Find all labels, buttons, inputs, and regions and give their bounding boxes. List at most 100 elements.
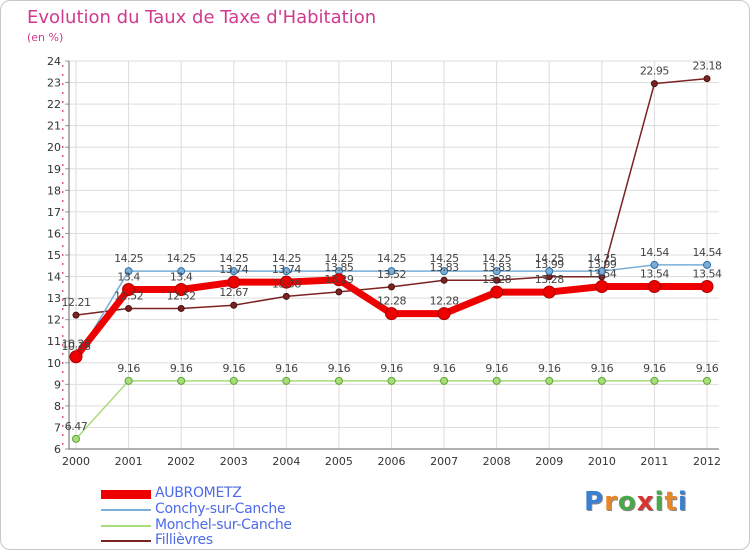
- data-label-aubrometz: 13.28: [535, 273, 564, 286]
- data-point-conchy: [545, 267, 554, 276]
- x-tick-label: 2012: [693, 455, 721, 468]
- data-point-fillievres: [493, 276, 501, 284]
- y-axis-dot: [62, 308, 64, 310]
- data-label-conchy: 14.25: [482, 252, 511, 265]
- y-axis-dot: [62, 317, 64, 319]
- y-axis-dot: [62, 209, 64, 211]
- data-label-monchel: 9.16: [117, 362, 140, 375]
- data-label-monchel: 9.16: [433, 362, 456, 375]
- y-axis-dot: [62, 443, 64, 445]
- y-axis-dot: [62, 434, 64, 436]
- data-point-aubrometz: [542, 285, 556, 299]
- y-tick-label: 24: [47, 55, 61, 68]
- data-label-conchy: 14.54: [640, 246, 669, 259]
- data-point-fillievres: [650, 80, 658, 88]
- logo-letter: r: [604, 487, 618, 517]
- legend-swatch-fillievres: [101, 540, 151, 542]
- data-label-aubrometz: 13.74: [272, 263, 301, 276]
- y-axis-dot: [62, 290, 64, 292]
- data-label-monchel: 9.16: [696, 362, 719, 375]
- data-point-aubrometz: [122, 282, 136, 296]
- data-point-conchy: [282, 267, 291, 276]
- y-axis-dot: [62, 137, 64, 139]
- y-axis-dot: [62, 227, 64, 229]
- y-axis-dot: [62, 164, 64, 166]
- data-point-aubrometz: [437, 307, 451, 321]
- legend-label-fillievres: Fillièvres: [155, 532, 213, 548]
- data-label-monchel: 9.16: [643, 362, 666, 375]
- y-axis-dot: [62, 263, 64, 265]
- y-axis-dot: [62, 83, 64, 85]
- data-point-fillievres: [388, 283, 395, 291]
- data-label-monchel: 9.16: [328, 362, 351, 375]
- data-point-conchy: [177, 267, 186, 276]
- y-axis-dot: [62, 299, 64, 301]
- data-label-aubrometz: 13.54: [640, 267, 669, 280]
- y-tick-label: 17: [47, 206, 61, 219]
- y-axis-dot: [62, 119, 64, 121]
- data-label-monchel: 9.16: [275, 362, 298, 375]
- data-label-aubrometz: 13.85: [324, 261, 353, 274]
- y-axis-dot: [62, 335, 64, 337]
- data-label-conchy: 14.25: [114, 252, 143, 265]
- x-tick-label: 2009: [535, 455, 563, 468]
- y-tick-label: 10: [47, 357, 61, 370]
- data-point-conchy: [124, 267, 133, 276]
- data-point-aubrometz: [332, 273, 346, 287]
- logo-letter: t: [664, 487, 678, 517]
- y-axis-dot: [62, 389, 64, 391]
- data-label-fillievres: 13.08: [272, 277, 301, 290]
- data-point-fillievres: [125, 304, 133, 312]
- y-axis-dot: [62, 128, 64, 130]
- data-point-aubrometz: [490, 285, 504, 299]
- data-point-monchel: [440, 376, 449, 385]
- data-point-monchel: [177, 376, 186, 385]
- y-tick-label: 13: [47, 292, 61, 305]
- logo-letter: i: [677, 487, 688, 517]
- legend-label-monchel: Monchel-sur-Canche: [155, 517, 292, 533]
- data-label-conchy: 14.25: [219, 252, 248, 265]
- data-label-aubrometz: 13.74: [219, 263, 248, 276]
- data-point-monchel: [334, 376, 343, 385]
- y-axis-dot: [62, 92, 64, 94]
- y-axis-dot: [62, 407, 64, 409]
- data-point-fillievres: [703, 75, 711, 83]
- y-axis-dot: [62, 74, 64, 76]
- data-point-conchy: [650, 260, 659, 269]
- x-tick-label: 2000: [62, 455, 90, 468]
- y-tick-label: 15: [47, 249, 61, 262]
- x-tick-label: 2004: [272, 455, 300, 468]
- data-point-fillievres: [440, 276, 448, 284]
- y-axis-dot: [62, 173, 64, 175]
- y-axis-dot: [62, 281, 64, 283]
- data-label-conchy: 14.25: [587, 252, 616, 265]
- data-label-aubrometz: 13.4: [117, 270, 140, 283]
- data-point-conchy: [440, 267, 449, 276]
- y-tick-label: 19: [47, 163, 61, 176]
- data-point-monchel: [72, 434, 80, 443]
- data-point-monchel: [703, 376, 711, 385]
- proxiti-logo: Proxiti: [584, 487, 688, 517]
- chart-title: Evolution du Taux de Taxe d'Habitation: [27, 7, 377, 28]
- y-axis-dot: [62, 146, 64, 148]
- x-tick-label: 2010: [588, 455, 616, 468]
- logo-letter: i: [654, 487, 665, 517]
- y-axis-dot: [62, 236, 64, 238]
- data-label-conchy: 14.25: [324, 252, 353, 265]
- y-tick-label: 11: [47, 335, 61, 348]
- legend-swatch-monchel: [101, 525, 151, 527]
- y-axis-dot: [62, 254, 64, 256]
- data-point-aubrometz: [647, 279, 661, 293]
- legend-swatch-aubrometz: [101, 490, 151, 499]
- logo-letter: o: [617, 487, 637, 517]
- y-tick-label: 6: [54, 443, 61, 456]
- data-label-conchy: 14.25: [430, 252, 459, 265]
- y-tick-label: 20: [47, 141, 61, 154]
- y-axis-dot: [62, 218, 64, 220]
- y-axis-dot: [62, 65, 64, 67]
- y-axis-dot: [62, 344, 64, 346]
- series-layer: [69, 75, 714, 443]
- data-point-fillievres: [230, 301, 238, 309]
